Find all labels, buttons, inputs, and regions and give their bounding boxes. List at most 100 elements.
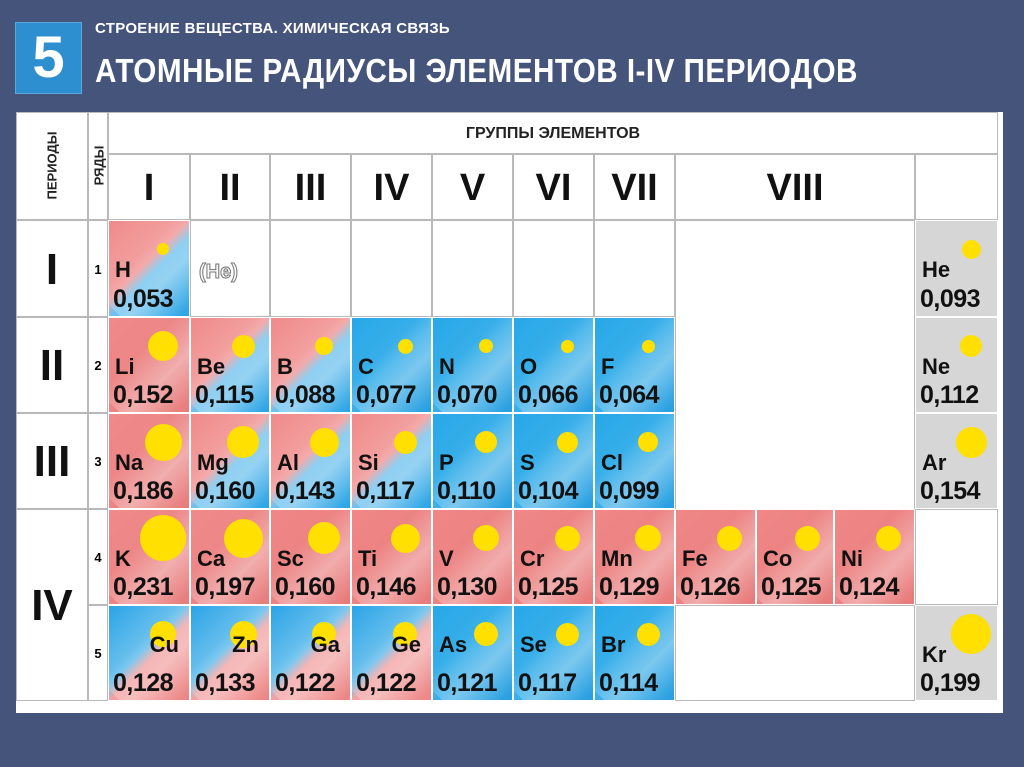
group-header-8: VIII: [675, 154, 915, 220]
periodic-table: ПЕРИОДЫ РЯДЫ ГРУППЫ ЭЛЕМЕНТОВ I II III I…: [16, 112, 1003, 713]
element-cell-o: O 0,066: [513, 317, 594, 413]
atomic-radius-value: 0,125: [518, 573, 579, 601]
rows-label: РЯДЫ: [91, 145, 107, 186]
element-symbol: Ti: [358, 546, 378, 571]
element-symbol: B: [277, 354, 293, 379]
element-symbol: Fe: [682, 546, 708, 571]
element-cell-zn: Zn 0,133: [190, 605, 270, 701]
atom-size-circle: [560, 339, 574, 353]
element-symbol: H: [115, 257, 131, 282]
element-symbol: Ni: [841, 546, 863, 571]
element-symbol: K: [115, 546, 131, 571]
atom-size-circle: [716, 525, 742, 551]
atom-size-circle: [309, 427, 339, 457]
atom-size-circle: [475, 431, 497, 453]
chapter-subtitle: СТРОЕНИЕ ВЕЩЕСТВА. ХИМИЧЕСКАЯ СВЯЗЬ: [95, 20, 451, 37]
element-symbol: N: [439, 354, 455, 379]
element-cell-k: K 0,231: [108, 509, 190, 605]
atomic-radius-value: 0,186: [113, 477, 174, 505]
element-cell-ga: Ga 0,122: [270, 605, 351, 701]
element-cell-v: V 0,130: [432, 509, 513, 605]
element-cell-ge: Ge 0,122: [351, 605, 432, 701]
atom-size-circle: [638, 432, 658, 452]
element-symbol: O: [520, 354, 538, 379]
element-cell-ar: Ar 0,154: [915, 413, 998, 509]
element-cell-mn: Mn 0,129: [594, 509, 675, 605]
atomic-radius-value: 0,070: [437, 381, 498, 409]
atomic-radius-value: 0,066: [518, 381, 579, 409]
group-header-3: III: [270, 154, 351, 220]
element-symbol: Cu: [149, 632, 179, 657]
atom-size-circle: [390, 523, 420, 553]
element-symbol: Zn: [232, 632, 259, 657]
empty-cell: [915, 509, 998, 605]
element-cell-si: Si 0,117: [351, 413, 432, 509]
group-header-6: VI: [513, 154, 594, 220]
element-symbol: Si: [358, 450, 379, 475]
atom-size-circle: [875, 525, 901, 551]
atom-size-circle: [951, 614, 991, 654]
element-cell-s: S 0,104: [513, 413, 594, 509]
element-symbol: Ca: [197, 546, 226, 571]
element-cell-al: Al 0,143: [270, 413, 351, 509]
element-symbol: Mg: [197, 450, 229, 475]
atom-size-circle: [960, 335, 982, 357]
element-cell-b: B 0,088: [270, 317, 351, 413]
element-symbol: Al: [277, 450, 299, 475]
element-symbol: He: [922, 257, 951, 282]
element-cell-se: Se 0,117: [513, 605, 594, 701]
row-3: 3: [88, 413, 108, 509]
atomic-radius-value: 0,199: [920, 669, 981, 697]
atom-size-circle: [148, 331, 178, 361]
atom-size-circle: [231, 334, 255, 358]
atomic-radius-value: 0,121: [437, 669, 498, 697]
empty-cell: [675, 220, 915, 509]
element-symbol: Na: [115, 450, 144, 475]
element-cell-mg: Mg 0,160: [190, 413, 270, 509]
page-title: АТОМНЫЕ РАДИУСЫ ЭЛЕМЕНТОВ I-IV ПЕРИОДОВ: [95, 52, 858, 89]
element-symbol: S: [520, 450, 535, 475]
empty-cell: [432, 220, 513, 317]
atomic-radius-value: 0,104: [518, 477, 579, 505]
period-1: I: [16, 220, 88, 317]
element-symbol: Kr: [922, 642, 947, 667]
atom-size-circle: [229, 620, 257, 648]
period-4: IV: [16, 509, 88, 701]
atom-size-circle: [555, 622, 579, 646]
atomic-radius-value: 0,128: [113, 669, 174, 697]
element-symbol: V: [439, 546, 454, 571]
atom-size-circle: [397, 338, 413, 354]
atomic-radius-value: 0,125: [761, 573, 822, 601]
atom-size-circle: [315, 337, 333, 355]
atomic-radius-value: 0,064: [599, 381, 660, 409]
element-symbol: Ge: [391, 632, 421, 657]
element-symbol: F: [601, 354, 615, 379]
row-1: 1: [88, 220, 108, 317]
atom-size-circle: [157, 243, 169, 255]
group-header-1: I: [108, 154, 190, 220]
atomic-radius-value: 0,117: [356, 477, 415, 505]
atom-size-circle: [794, 525, 820, 551]
element-symbol: Cl: [601, 450, 623, 475]
element-symbol: Co: [763, 546, 793, 571]
row-4: 4: [88, 509, 108, 605]
atomic-radius-value: 0,160: [195, 477, 256, 505]
group-header-7: VII: [594, 154, 675, 220]
atomic-radius-value: 0,197: [195, 573, 256, 601]
atomic-radius-value: 0,088: [275, 381, 336, 409]
atomic-radius-value: 0,122: [356, 669, 417, 697]
atom-size-circle: [479, 339, 493, 353]
element-cell-sc: Sc 0,160: [270, 509, 351, 605]
element-symbol: Ga: [310, 632, 340, 657]
element-cell-ti: Ti 0,146: [351, 509, 432, 605]
atomic-radius-value: 0,099: [599, 477, 660, 505]
atom-size-circle: [641, 339, 655, 353]
atomic-radius-value: 0,115: [195, 381, 254, 409]
periods-label: ПЕРИОДЫ: [44, 131, 60, 200]
element-cell-li: Li 0,152: [108, 317, 190, 413]
atomic-radius-value: 0,110: [437, 477, 496, 505]
row-5: 5: [88, 605, 108, 701]
atomic-radius-value: 0,146: [356, 573, 417, 601]
atomic-radius-value: 0,112: [920, 381, 979, 409]
atomic-radius-value: 0,130: [437, 573, 498, 601]
